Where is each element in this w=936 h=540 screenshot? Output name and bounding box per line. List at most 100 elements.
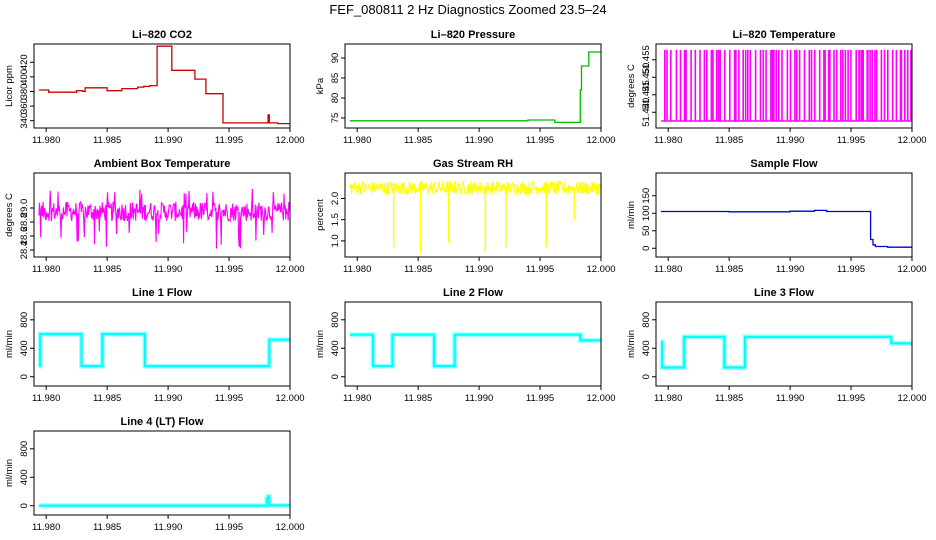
y-axis-label: kPa: [315, 77, 326, 94]
data-layer: [349, 332, 601, 369]
x-tick-label: 11.980: [343, 135, 371, 146]
x-tick-label: 11.980: [343, 264, 371, 275]
x-tick-label: 11.990: [154, 522, 182, 533]
panel-grid: Li–820 CO2 11.980 11.985 11.990 11.995 12.000…: [4, 29, 927, 533]
y-tick-label: 90: [330, 53, 341, 64]
x-tick-label: 11.980: [654, 135, 682, 146]
y-tick-label: 150: [641, 188, 652, 204]
y-tick-label: 0: [19, 374, 30, 379]
x-tick-label: 11.980: [32, 522, 60, 533]
data-layer: [38, 45, 290, 125]
x-tick-label: 11.995: [526, 264, 554, 275]
plot-frame: [655, 172, 913, 258]
x-tick-label: 11.980: [654, 393, 682, 404]
x-tick-label: 12.000: [275, 393, 304, 404]
y-tick-label: 360: [19, 98, 30, 114]
y-axis-label: ml/min: [4, 459, 15, 487]
series-line: [660, 335, 912, 369]
y-axis-label: ml/min: [4, 330, 15, 358]
x-tick-label: 11.990: [465, 264, 493, 275]
y-tick-label: 28.6: [19, 227, 30, 246]
figure-title: FEF_080811 2 Hz Diagnostics Zoomed 23.5–…: [329, 2, 606, 17]
y-axis-label: Licor ppm: [4, 65, 15, 107]
x-tick-label: 12.000: [897, 264, 926, 275]
chart-panel-4: Ambient Box Temperature 11.980 11.985 11.99…: [4, 158, 305, 275]
x-tick-label: 11.985: [93, 264, 121, 275]
y-tick-label: 400: [641, 340, 652, 356]
panel-title: Li–820 Pressure: [431, 29, 515, 41]
y-axis-label: percent: [315, 199, 326, 231]
chart-panel-1: Li–820 CO2 11.980 11.985 11.990 11.995 12.000…: [4, 29, 305, 146]
panel-title: Ambient Box Temperature: [94, 158, 231, 170]
x-tick-label: 11.995: [215, 393, 243, 404]
x-tick-label: 11.990: [154, 393, 182, 404]
x-tick-label: 11.980: [343, 393, 371, 404]
data-layer: [38, 188, 290, 249]
chart-panel-6: Sample Flow 11.980 11.985 11.990 11.995 12.00…: [626, 158, 927, 275]
plot-frame: [344, 172, 602, 258]
plot-frame: [344, 301, 602, 387]
data-layer: [349, 51, 601, 124]
x-tick-label: 11.995: [837, 135, 865, 146]
y-axis-label: ml/min: [626, 201, 637, 229]
panel-title: Line 1 Flow: [132, 287, 192, 299]
x-tick-label: 12.000: [897, 135, 926, 146]
panel-title: Line 4 (LT) Flow: [121, 416, 204, 428]
x-tick-label: 11.985: [404, 393, 432, 404]
panel-title: Li–820 Temperature: [732, 29, 835, 41]
x-tick-label: 11.985: [404, 264, 432, 275]
x-tick-label: 11.985: [715, 393, 743, 404]
data-layer: [660, 49, 912, 122]
y-tick-label: 1.0: [330, 234, 341, 247]
x-tick-label: 11.990: [776, 135, 804, 146]
x-tick-label: 11.980: [32, 264, 60, 275]
x-tick-label: 11.990: [776, 393, 804, 404]
y-tick-label: 80: [330, 93, 341, 104]
x-tick-label: 11.980: [32, 393, 60, 404]
y-tick-label: 1.5: [330, 213, 341, 226]
series-line: [349, 180, 601, 196]
x-tick-label: 11.990: [154, 264, 182, 275]
chart-panel-2: Li–820 Pressure 11.980 11.985 11.990 11.995 1…: [315, 29, 616, 146]
panel-title: Line 3 Flow: [754, 287, 814, 299]
chart-panel-9: Line 3 Flow 11.980 11.985 11.990 11.995 12.00…: [626, 287, 927, 404]
x-tick-label: 11.980: [654, 264, 682, 275]
y-tick-label: 51.440: [641, 98, 652, 127]
series-line: [38, 188, 290, 249]
x-tick-label: 11.985: [404, 135, 432, 146]
x-tick-label: 12.000: [275, 264, 304, 275]
plot-frame: [655, 301, 913, 387]
x-tick-label: 12.000: [275, 522, 304, 533]
y-tick-label: 400: [19, 69, 30, 85]
x-tick-label: 11.995: [526, 135, 554, 146]
panel-title: Line 2 Flow: [443, 287, 503, 299]
x-tick-label: 11.985: [93, 393, 121, 404]
chart-panel-3: Li–820 Temperature 11.980 11.985 11.990 11.9…: [626, 29, 927, 146]
plot-frame: [655, 43, 913, 129]
y-axis-label: ml/min: [626, 330, 637, 358]
x-tick-label: 11.990: [776, 264, 804, 275]
y-tick-label: 75: [330, 113, 341, 124]
y-tick-label: 28.8: [19, 213, 30, 232]
x-tick-label: 12.000: [586, 135, 615, 146]
series-line: [38, 332, 290, 368]
x-tick-label: 12.000: [275, 135, 304, 146]
y-tick-label: 28.4: [19, 241, 30, 260]
series-line: [38, 45, 290, 125]
y-tick-label: 0: [641, 374, 652, 379]
series-line: [660, 209, 912, 248]
panel-title: Gas Stream RH: [433, 158, 513, 170]
y-tick-label: 380: [19, 84, 30, 100]
x-tick-label: 11.985: [93, 522, 121, 533]
x-tick-label: 11.995: [215, 522, 243, 533]
series-line: [660, 49, 912, 122]
series-noise-band: [349, 332, 601, 369]
data-layer: [349, 180, 601, 254]
y-tick-label: 51.450: [641, 63, 652, 92]
x-tick-label: 11.990: [465, 135, 493, 146]
x-tick-label: 11.990: [465, 393, 493, 404]
x-tick-label: 11.995: [215, 264, 243, 275]
series-noise-band: [38, 494, 290, 509]
panel-title: Li–820 CO2: [132, 29, 192, 41]
x-tick-label: 11.995: [215, 135, 243, 146]
